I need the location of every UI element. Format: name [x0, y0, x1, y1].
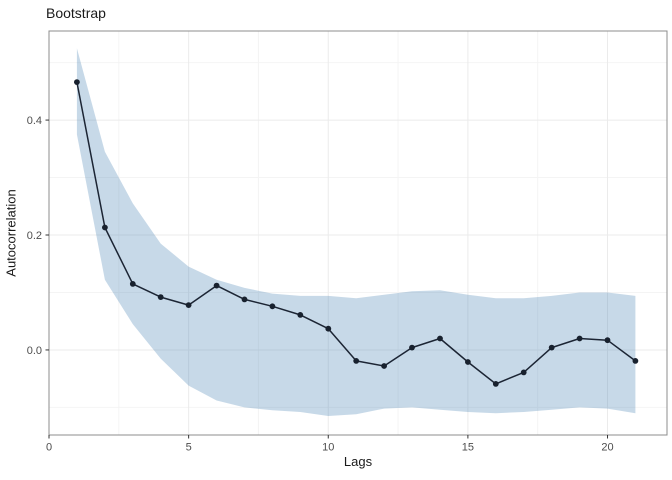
- acf-point: [129, 281, 136, 287]
- acf-point: [576, 335, 583, 342]
- acf-point: [241, 296, 248, 303]
- panel-background: [49, 31, 667, 435]
- acf-point: [409, 344, 415, 351]
- acf-point: [269, 303, 276, 310]
- x-tick-label: 0: [46, 442, 52, 454]
- acf-point: [325, 325, 332, 332]
- acf-point: [381, 363, 387, 369]
- acf-point: [520, 369, 527, 376]
- acf-point: [74, 79, 80, 85]
- acf-point: [213, 282, 220, 289]
- panel-border: [48, 30, 668, 436]
- acf-point: [492, 381, 499, 387]
- y-tick-label: 0.0: [27, 345, 42, 357]
- acf-point: [465, 359, 471, 365]
- acf-point: [604, 337, 611, 344]
- acf-point: [632, 358, 639, 364]
- y-tick-label: 0.2: [27, 230, 42, 242]
- acf-point: [157, 294, 164, 300]
- x-tick-label: 10: [322, 442, 334, 454]
- x-tick-label: 15: [462, 442, 474, 454]
- x-tick-label: 20: [601, 442, 613, 454]
- confidence-ribbon: [76, 48, 636, 416]
- acf-point: [437, 335, 443, 342]
- y-axis-title: Autocorrelation: [3, 189, 19, 277]
- x-axis-title: Lags: [343, 454, 373, 469]
- acf-point: [297, 312, 304, 318]
- acf-point: [102, 224, 108, 231]
- y-tick-label: 0.4: [27, 115, 42, 127]
- acf-point: [185, 302, 192, 308]
- acf-point: [353, 358, 360, 364]
- plot-title: Bootstrap: [46, 5, 106, 21]
- x-tick-label: 5: [186, 442, 192, 454]
- acf-point: [548, 344, 555, 351]
